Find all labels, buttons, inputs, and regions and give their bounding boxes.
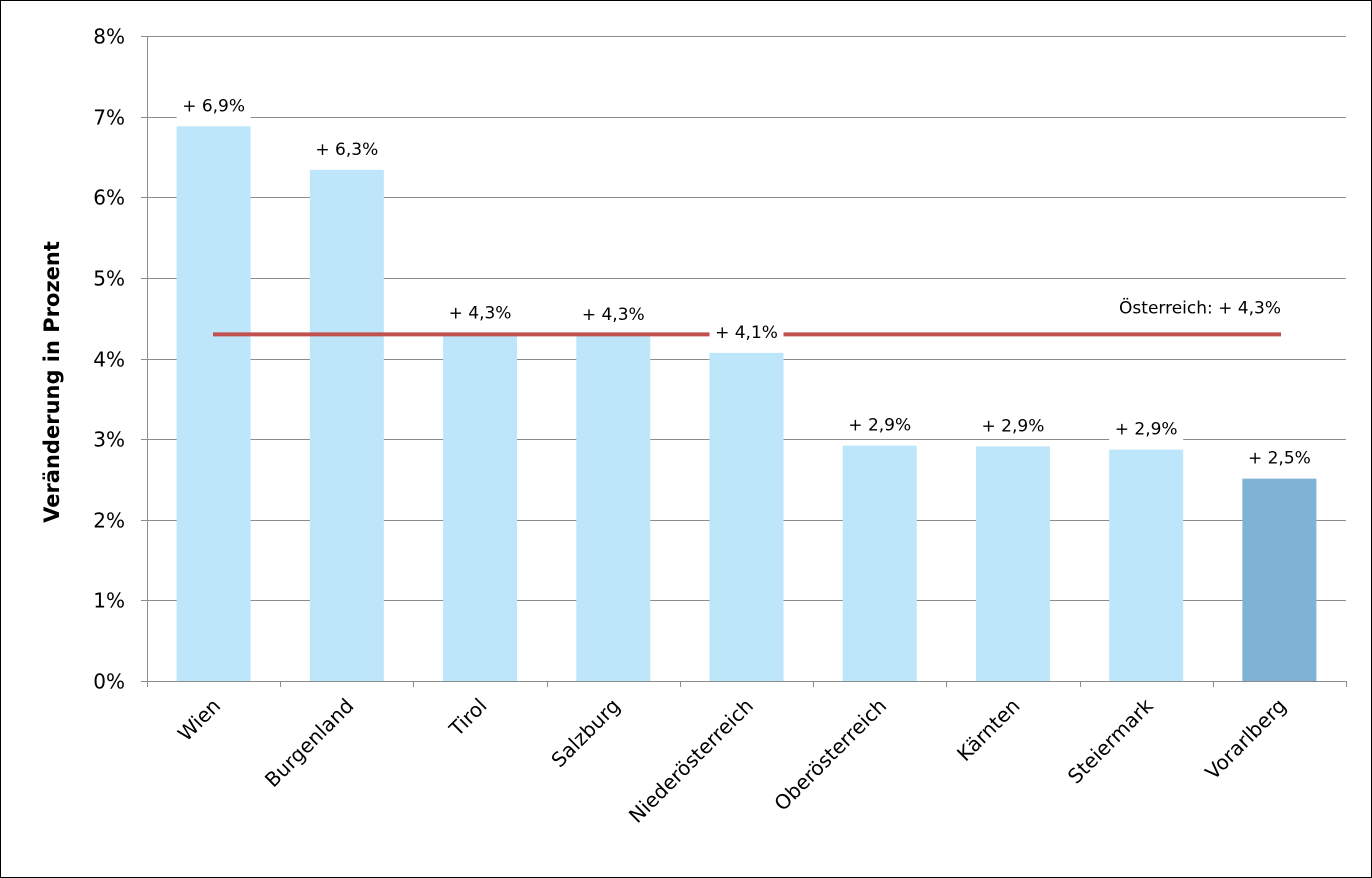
x-category-label: Tirol xyxy=(444,694,492,742)
data-label: + 4,3% xyxy=(582,305,645,325)
data-label: + 2,9% xyxy=(848,416,911,436)
data-label: + 4,1% xyxy=(715,323,778,343)
bar xyxy=(975,446,1050,681)
bar xyxy=(709,352,784,681)
y-tick-label: 2% xyxy=(93,509,125,533)
x-category-label: Wien xyxy=(173,694,225,746)
data-label-background xyxy=(309,135,384,162)
data-label-background xyxy=(842,411,917,438)
y-tick-label: 3% xyxy=(93,428,125,452)
data-label-background xyxy=(176,92,251,119)
data-label-background xyxy=(443,299,518,326)
x-category-label: Salzburg xyxy=(546,694,624,772)
bar xyxy=(842,445,917,681)
y-axis-title: Veränderung in Prozent xyxy=(40,241,64,523)
data-label-background xyxy=(1242,444,1317,471)
data-label-background xyxy=(576,301,651,328)
data-label: + 2,9% xyxy=(1115,420,1178,440)
x-category-label: Vorarlberg xyxy=(1200,694,1291,785)
y-tick-label: 0% xyxy=(93,670,125,694)
data-label: + 2,5% xyxy=(1248,449,1311,469)
data-label-background xyxy=(1109,415,1184,442)
x-category-label: Burgenland xyxy=(260,694,358,792)
data-label: + 6,3% xyxy=(315,140,378,160)
bar xyxy=(1242,478,1317,681)
y-tick-label: 8% xyxy=(93,25,125,49)
bar xyxy=(576,335,651,681)
data-label: + 4,3% xyxy=(449,304,512,324)
bar xyxy=(176,126,251,682)
bar xyxy=(309,169,384,681)
data-label: + 6,9% xyxy=(182,96,245,116)
bar xyxy=(1109,449,1184,681)
data-label-background xyxy=(709,318,784,345)
data-label: + 2,9% xyxy=(982,416,1045,436)
y-tick-label: 1% xyxy=(93,589,125,613)
y-tick-label: 6% xyxy=(93,186,125,210)
reference-line-label: Österreich: + 4,3% xyxy=(1119,296,1281,318)
y-tick-label: 5% xyxy=(93,267,125,291)
y-tick-label: 4% xyxy=(93,348,125,372)
x-category-label: Oberösterreich xyxy=(769,694,891,816)
bar xyxy=(443,333,518,681)
x-category-label: Kärnten xyxy=(952,694,1024,766)
y-tick-label: 7% xyxy=(93,106,125,130)
data-label-background xyxy=(975,412,1050,439)
x-category-label: Niederösterreich xyxy=(624,694,758,828)
x-category-label: Steiermark xyxy=(1063,693,1158,788)
